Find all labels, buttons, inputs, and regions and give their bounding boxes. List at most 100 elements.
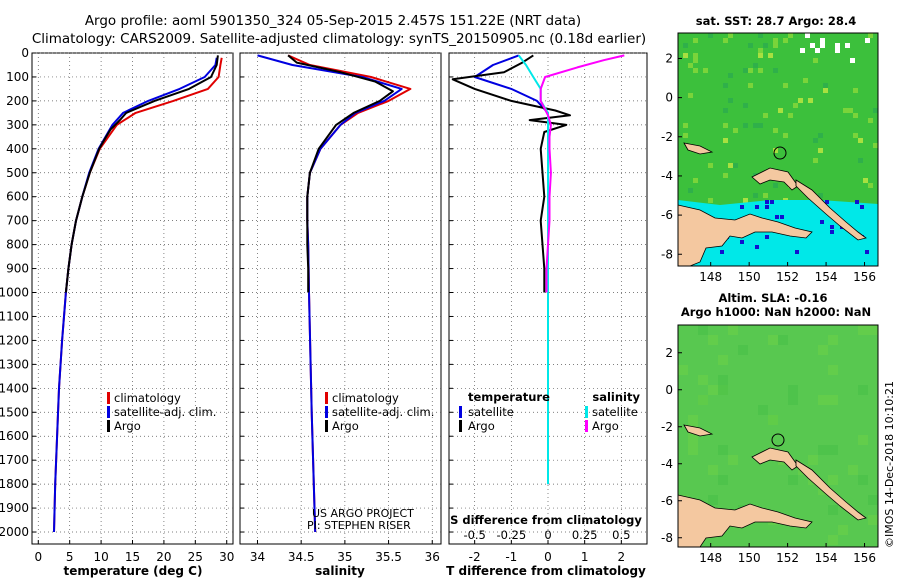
x-tick-label: 35.5 [375, 550, 402, 564]
legend-label-temp-satellite: satellite [468, 405, 514, 419]
sst-cell [823, 83, 828, 88]
depth-tick-label: 1600 [0, 429, 29, 443]
depth-tick-label: 1000 [0, 286, 29, 300]
sla-cell [708, 385, 718, 395]
sla-cell [788, 395, 798, 405]
series-sal-argo [539, 54, 625, 293]
sst-cell [753, 63, 758, 68]
sla-map-land-solomons [795, 459, 867, 521]
sst-cell [863, 178, 868, 183]
sst-cell [818, 133, 823, 138]
lat-tick-label: -4 [661, 457, 673, 471]
depth-tick-label: 1300 [0, 357, 29, 371]
sst-cell [748, 83, 753, 88]
sla-cell [828, 535, 838, 545]
sst-cell [683, 53, 688, 58]
sst-cell [708, 163, 713, 168]
temperature-xlabel: temperature (deg C) [64, 564, 203, 578]
sst-cell [683, 123, 688, 128]
legend-label-satellite: satellite-adj. clim. [114, 405, 216, 419]
depth-tick-label: 2000 [0, 525, 29, 539]
difference-panel: -2 -1 0 1 2 -0.5 -0.25 0 0.25 0.5 T difference fr… [446, 52, 648, 578]
lon-tick-label: 150 [738, 270, 761, 284]
sst-cell [813, 58, 818, 63]
sst-map-land-newbritain [751, 167, 799, 191]
salinity-panel: 34 34.5 35 35.5 36 salinity climatology sate… [239, 52, 442, 578]
sla-cell [858, 435, 868, 445]
sla-cell [868, 515, 878, 525]
sla-cell [768, 335, 778, 345]
sst-cell [753, 193, 758, 198]
sst-cell [753, 123, 758, 128]
sla-cell [688, 445, 698, 455]
depth-tick-label: 900 [6, 262, 29, 276]
sla-cell [828, 445, 838, 455]
sst-missing-cell [815, 48, 820, 53]
sst-cell [758, 48, 763, 53]
sst-cell [758, 33, 763, 38]
legend-swatch-argo [325, 420, 328, 432]
sst-cell [853, 113, 858, 118]
sst-cell [848, 108, 853, 113]
sst-cold-cell [830, 225, 834, 229]
legend-label-climatology: climatology [332, 391, 399, 405]
sla-cell [688, 415, 698, 425]
sst-cell [843, 108, 848, 113]
sst-cell [683, 133, 688, 138]
sst-cold-cell [780, 215, 784, 219]
sst-cell [788, 33, 793, 38]
legend-swatch-satellite [325, 406, 328, 418]
sst-cell [768, 53, 773, 58]
sst-cell [728, 33, 733, 38]
x-tick-label: -2 [469, 550, 481, 564]
sla-cell [788, 385, 798, 395]
x-tick-label: 2 [618, 550, 626, 564]
depth-tick-label: 1100 [0, 309, 29, 323]
sst-cell [778, 108, 783, 113]
s-tick-label: -0.25 [496, 528, 526, 542]
sst-cold-cell [855, 200, 859, 204]
sst-cell [823, 88, 828, 93]
legend-swatch-sal-argo [585, 420, 588, 432]
temperature-legend: climatology satellite-adj. clim. Argo [107, 391, 216, 433]
sst-cell [873, 143, 878, 148]
lat-tick-label: -8 [661, 531, 673, 545]
sst-cell [773, 148, 778, 153]
sst-cell [693, 68, 698, 73]
sst-cell [853, 133, 858, 138]
sst-cell [743, 103, 748, 108]
s-difference-label: S difference from climatology [450, 513, 642, 527]
sst-cell [688, 63, 693, 68]
sst-cell [683, 43, 688, 48]
depth-tick-label: 300 [6, 118, 29, 132]
legend-label-climatology: climatology [114, 391, 181, 405]
sst-cell [783, 38, 788, 43]
lon-tick-label: 150 [738, 551, 761, 565]
sst-cell [803, 78, 808, 83]
sst-cell [733, 163, 738, 168]
sst-cell [783, 133, 788, 138]
x-tick-label: 10 [93, 550, 108, 564]
sla-cell [818, 395, 828, 405]
sst-map-land-manus [683, 142, 714, 155]
sla-cell [858, 475, 868, 485]
argo-location-marker [771, 433, 785, 447]
sla-cell [708, 465, 718, 475]
sst-cold-cell [720, 250, 724, 254]
lon-tick-label: 152 [776, 270, 799, 284]
sst-cold-cell [755, 245, 759, 249]
sst-cold-cell [770, 200, 774, 204]
sst-cell [743, 123, 748, 128]
sst-missing-cell [820, 43, 825, 48]
sla-cell [828, 335, 838, 345]
legend-swatch-climatology [325, 392, 328, 404]
s-tick-label: 0.5 [612, 528, 630, 542]
x-tick-label: 15 [125, 550, 140, 564]
sst-cell [723, 138, 728, 143]
sst-cell [743, 68, 748, 73]
sst-cell [758, 53, 763, 58]
sst-cell [693, 53, 698, 58]
x-tick-label: 5 [66, 550, 74, 564]
depth-tick-label: 1400 [0, 381, 29, 395]
